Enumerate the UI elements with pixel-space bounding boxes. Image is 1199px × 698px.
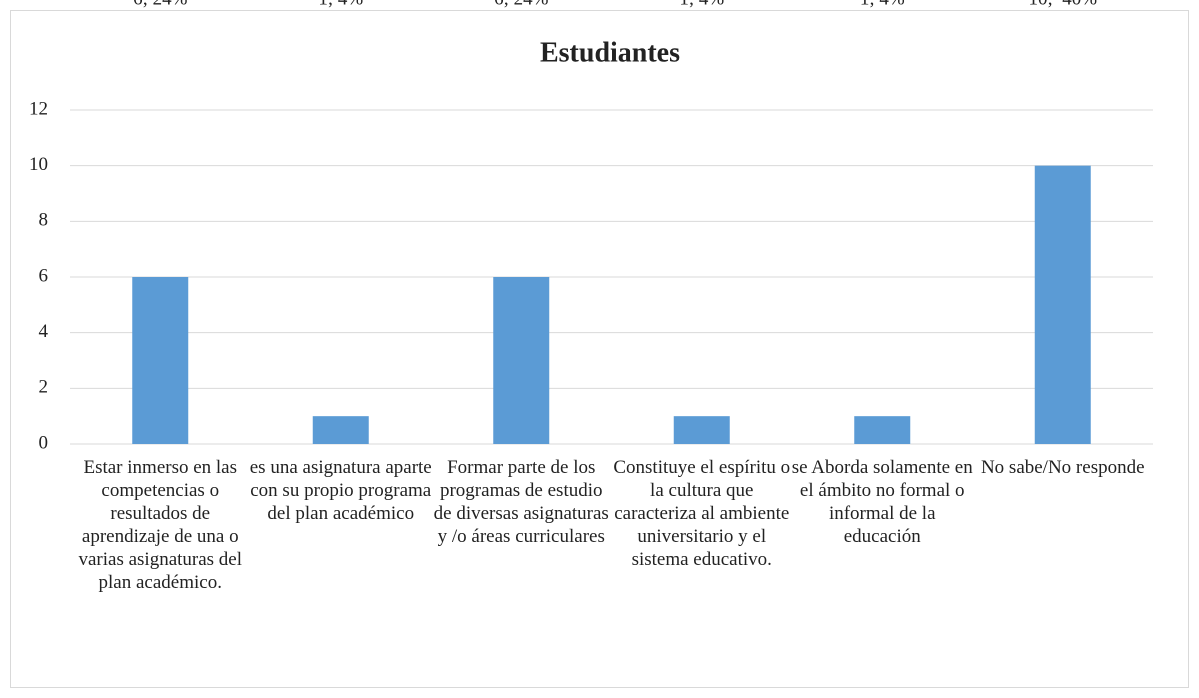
bar <box>673 416 730 444</box>
y-tick-label: 0 <box>39 432 49 453</box>
y-tick-label: 4 <box>39 321 49 342</box>
value-label: 1; 4% <box>318 0 363 9</box>
bar <box>312 416 369 444</box>
x-tick-label: Formar parte de los programas de estudio… <box>433 457 609 547</box>
x-tick-label: Constituye el espíritu o la cultura que … <box>613 457 791 570</box>
value-label: 10; 40% <box>1028 0 1097 9</box>
y-tick-label: 10 <box>29 154 48 175</box>
y-tick-label: 6 <box>39 265 49 286</box>
x-tick-label: se Aborda solamente en el ámbito no form… <box>791 457 973 547</box>
value-label: 1; 4% <box>679 0 724 9</box>
x-tick-label: Estar inmerso en las competencias o resu… <box>78 457 243 593</box>
x-tick-label: No sabe/No responde <box>980 457 1145 478</box>
bar <box>1034 165 1091 444</box>
chart-border <box>10 10 1189 688</box>
chart-title: Estudiantes <box>540 37 680 68</box>
y-tick-label: 2 <box>39 377 49 398</box>
y-tick-label: 12 <box>29 98 48 119</box>
value-label: 6; 24% <box>133 0 188 9</box>
y-tick-label: 8 <box>39 210 49 231</box>
value-label: 1; 4% <box>860 0 905 9</box>
x-tick-label: es una asignatura aparte con su propio p… <box>249 457 432 524</box>
value-label: 6; 24% <box>494 0 549 9</box>
bar <box>854 416 911 444</box>
bar <box>132 277 189 444</box>
bar <box>493 277 550 444</box>
